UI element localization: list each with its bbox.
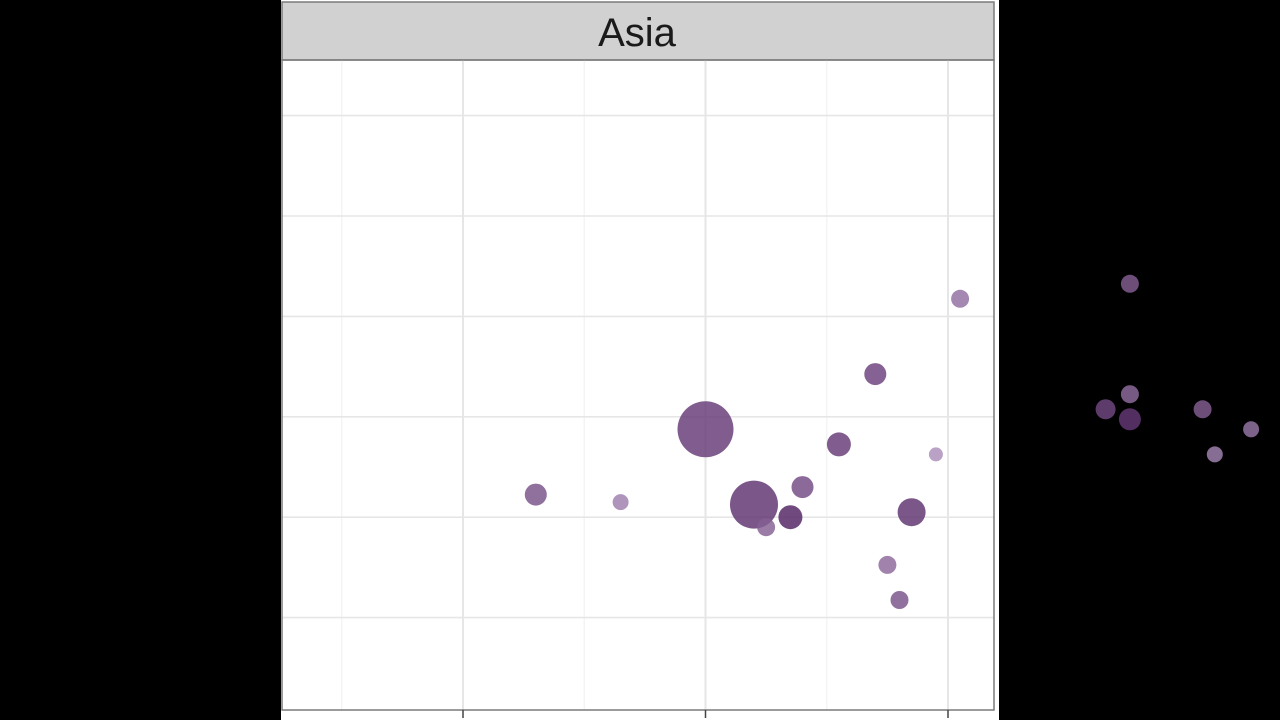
data-point <box>677 401 734 458</box>
data-point <box>524 483 547 506</box>
data-point <box>1095 399 1116 420</box>
data-point <box>612 494 629 511</box>
axis-ticks <box>462 710 949 718</box>
plot-panel <box>281 59 1260 718</box>
facet-strip: Asia <box>281 1 995 61</box>
data-point <box>730 480 778 529</box>
data-point <box>791 476 814 499</box>
panel-border <box>281 59 995 711</box>
data-point <box>778 505 803 530</box>
data-point <box>1120 274 1139 293</box>
data-point <box>951 289 970 308</box>
data-point <box>928 447 943 462</box>
data-point <box>878 555 897 574</box>
data-point <box>757 518 776 537</box>
data-point <box>1120 385 1139 404</box>
data-point <box>826 432 851 457</box>
data-point <box>1118 408 1141 431</box>
facet-label: Asia <box>598 11 677 55</box>
grid-lines <box>282 60 994 710</box>
facet-strip-box <box>281 1 995 61</box>
data-point <box>1206 446 1223 463</box>
data-point <box>890 591 909 609</box>
data-point <box>864 363 887 386</box>
data-points <box>524 274 1260 609</box>
data-point <box>1193 400 1212 419</box>
panel-background <box>281 0 999 720</box>
data-point <box>1243 421 1260 438</box>
data-point <box>897 498 926 527</box>
